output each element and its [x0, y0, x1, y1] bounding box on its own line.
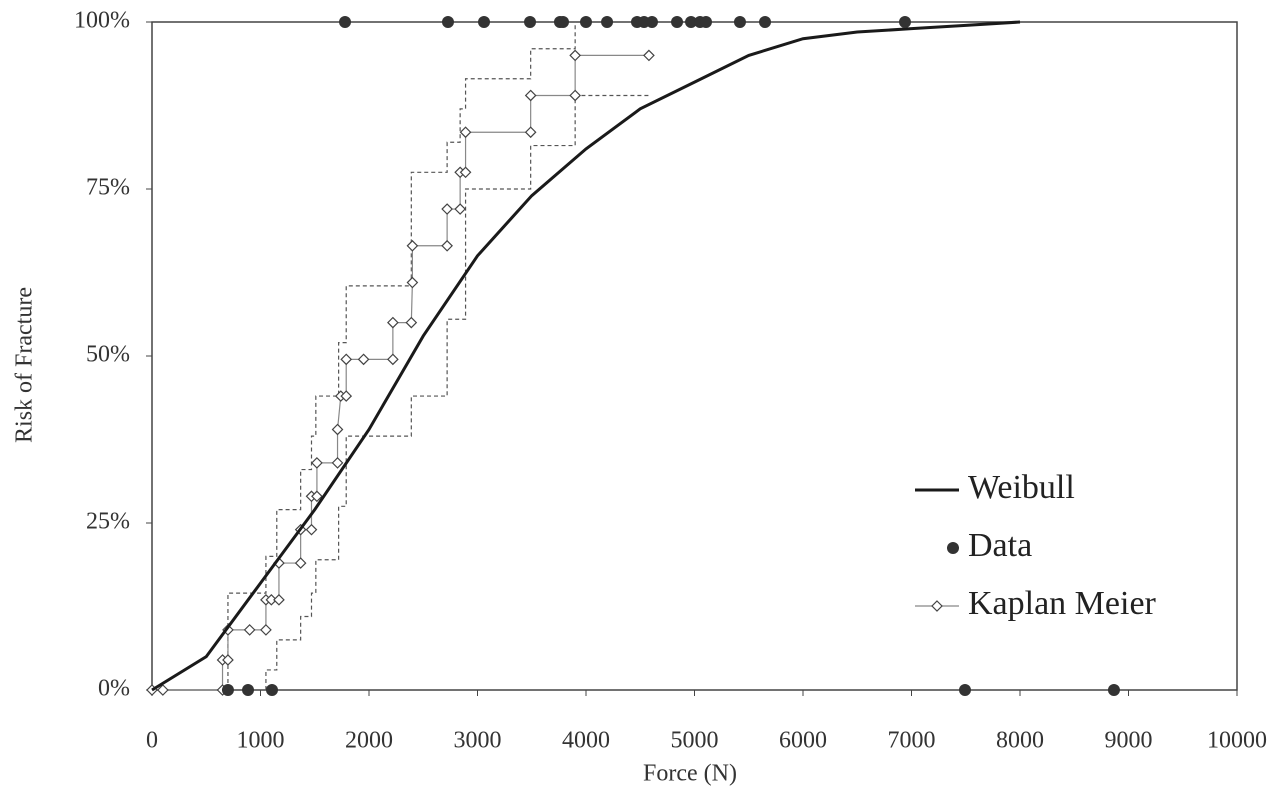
kaplan-meier-marker	[406, 276, 419, 289]
data-point	[580, 16, 592, 28]
data-point	[700, 16, 713, 28]
data-point	[671, 16, 684, 28]
kaplan-meier-marker	[643, 49, 655, 62]
kaplan-meier-marker	[454, 203, 466, 215]
kaplan-meier-marker	[406, 239, 419, 252]
kaplan-meier-marker	[273, 593, 285, 606]
data-point	[524, 16, 537, 28]
kaplan-meier-marker	[569, 49, 581, 62]
kaplan-meier-marker	[243, 624, 256, 636]
kaplan-meier-marker	[294, 557, 307, 569]
x-tick-label: 1000	[237, 728, 285, 754]
kaplan-meier-marker	[311, 457, 323, 469]
data-point	[478, 16, 491, 28]
x-tick-label: 2000	[345, 728, 393, 754]
kaplan-meier-marker	[387, 353, 399, 366]
confidence-bound	[265, 94, 649, 690]
y-tick-label: 100%	[74, 8, 130, 34]
kaplan-meier-marker	[524, 126, 537, 139]
legend-swatch	[947, 542, 959, 554]
y-axis-label: Risk of Fracture	[12, 287, 38, 443]
legend-label: Kaplan Meier	[968, 585, 1157, 622]
kaplan-meier-marker	[305, 523, 318, 536]
x-tick-label: 9000	[1105, 728, 1153, 754]
x-tick-label: 4000	[562, 728, 610, 754]
data-point	[1107, 684, 1120, 696]
x-tick-label: 10000	[1207, 728, 1267, 754]
data-point	[242, 684, 255, 696]
data-point	[898, 16, 911, 28]
confidence-bound	[227, 22, 576, 690]
x-tick-label: 0	[146, 728, 158, 754]
y-tick-label: 50%	[86, 342, 130, 368]
y-tick-label: 75%	[86, 175, 130, 201]
kaplan-meier-marker	[441, 239, 453, 252]
y-tick-label: 25%	[86, 509, 130, 535]
kaplan-meier-marker	[340, 353, 353, 366]
kaplan-meier-marker	[331, 423, 344, 436]
kaplan-meier-marker	[157, 684, 169, 696]
kaplan-meier-marker	[459, 126, 472, 139]
kaplan-meier-marker	[311, 490, 323, 503]
kaplan-meier-marker	[459, 166, 472, 179]
y-tick-label: 0%	[98, 676, 130, 702]
data-point	[556, 16, 569, 28]
data-point	[733, 16, 746, 28]
x-axis-label: Force (N)	[643, 761, 737, 787]
kaplan-meier-marker	[222, 654, 234, 666]
legend-label: Weibull	[968, 469, 1075, 506]
kaplan-meier-marker	[405, 316, 418, 329]
x-tick-label: 5000	[671, 728, 719, 754]
kaplan-meier-marker	[441, 203, 453, 215]
data-point	[645, 16, 658, 28]
data-point	[759, 16, 772, 28]
x-tick-label: 3000	[454, 728, 502, 754]
data-point	[601, 16, 614, 28]
data-point	[266, 684, 279, 696]
kaplan-meier-marker	[331, 457, 344, 469]
x-tick-label: 7000	[888, 728, 936, 754]
kaplan-meier-marker	[569, 89, 581, 102]
data-point	[221, 684, 234, 696]
legend-label: Data	[968, 527, 1032, 564]
data-point	[339, 16, 352, 28]
kaplan-meier-marker	[357, 353, 370, 366]
kaplan-meier-marker	[524, 89, 537, 102]
legend-swatch	[931, 600, 943, 612]
x-tick-label: 8000	[996, 728, 1044, 754]
kaplan-meier-marker	[260, 624, 272, 636]
kaplan-meier-marker	[340, 390, 353, 402]
data-point	[441, 16, 454, 28]
data-point	[958, 684, 971, 696]
kaplan-meier-marker	[387, 316, 399, 329]
kaplan-meier-marker	[265, 593, 278, 606]
data-point	[685, 16, 698, 28]
weibull-curve	[151, 20, 1021, 692]
x-tick-label: 6000	[779, 728, 827, 754]
